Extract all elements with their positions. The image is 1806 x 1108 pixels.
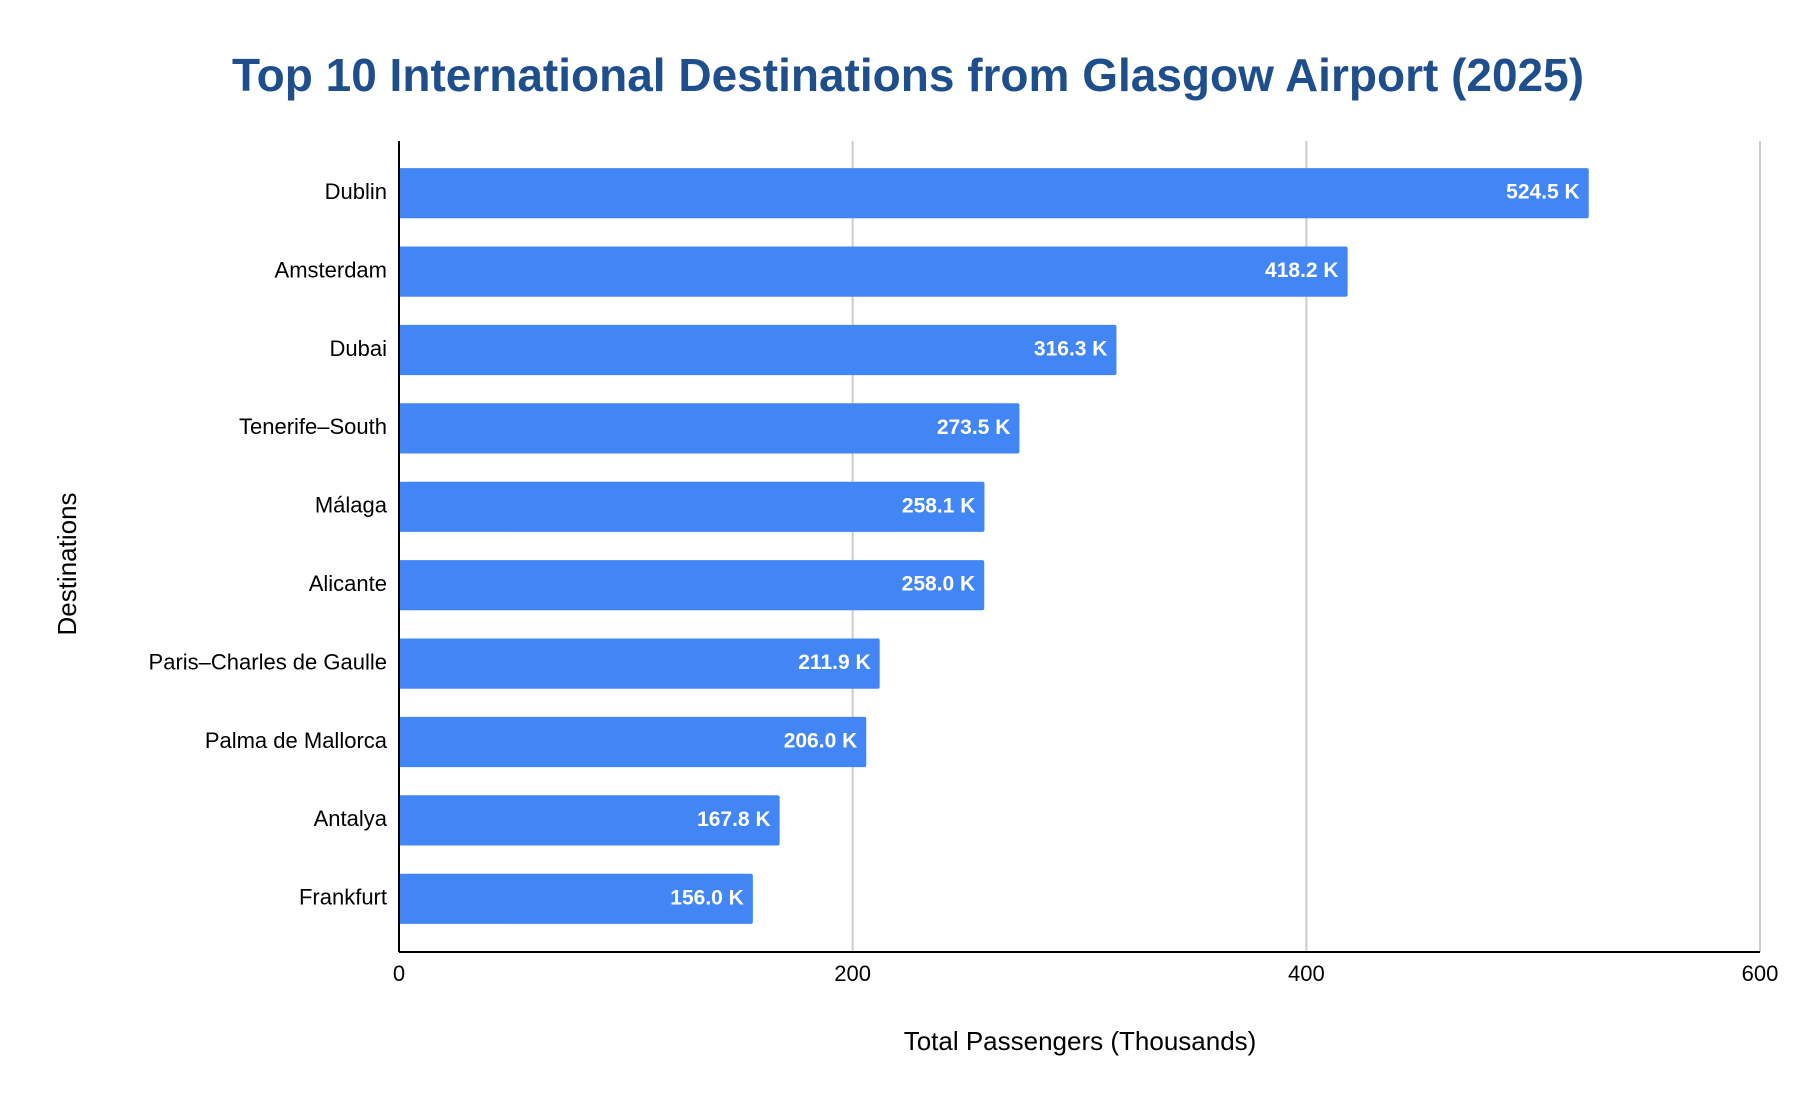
bar: [399, 560, 985, 611]
y-tick-label: Dublin: [325, 179, 387, 204]
bar: [399, 716, 867, 768]
bar: [399, 873, 753, 924]
x-tick-label: 400: [1288, 961, 1325, 986]
bar: [399, 324, 1117, 376]
y-axis-title: Destinations: [52, 492, 82, 635]
bar: [399, 638, 880, 689]
value-label: 156.0 K: [670, 886, 744, 909]
x-tick-label: 0: [393, 961, 405, 986]
value-label: 273.5 K: [937, 416, 1011, 439]
bar: [399, 403, 1020, 454]
y-tick-label: Málaga: [315, 493, 388, 518]
y-tick-label: Antalya: [314, 806, 388, 831]
y-tick-label: Frankfurt: [299, 885, 387, 910]
x-tick-label: 600: [1742, 961, 1779, 986]
bar: [399, 481, 985, 532]
y-tick-label: Alicante: [309, 571, 387, 596]
x-axis-title: Total Passengers (Thousands): [904, 1026, 1257, 1056]
value-label: 258.1 K: [902, 494, 976, 517]
bar: [399, 246, 1348, 297]
value-label: 418.2 K: [1265, 259, 1339, 282]
bar: [399, 168, 1589, 219]
chart-title: Top 10 International Destinations from G…: [232, 49, 1584, 101]
value-label: 211.9 K: [798, 651, 870, 674]
value-label: 316.3 K: [1034, 338, 1108, 361]
y-tick-label: Dubai: [330, 336, 387, 361]
bar: [399, 795, 780, 846]
value-label: 206.0 K: [784, 730, 858, 753]
y-tick-label: Palma de Mallorca: [205, 728, 388, 753]
value-label: 524.5 K: [1506, 181, 1580, 204]
y-tick-label: Tenerife–South: [239, 414, 387, 439]
y-tick-label: Paris–Charles de Gaulle: [149, 649, 387, 674]
value-label: 258.0 K: [902, 573, 976, 596]
x-tick-label: 200: [834, 961, 871, 986]
y-tick-label: Amsterdam: [275, 257, 387, 282]
value-label: 167.8 K: [697, 808, 771, 831]
